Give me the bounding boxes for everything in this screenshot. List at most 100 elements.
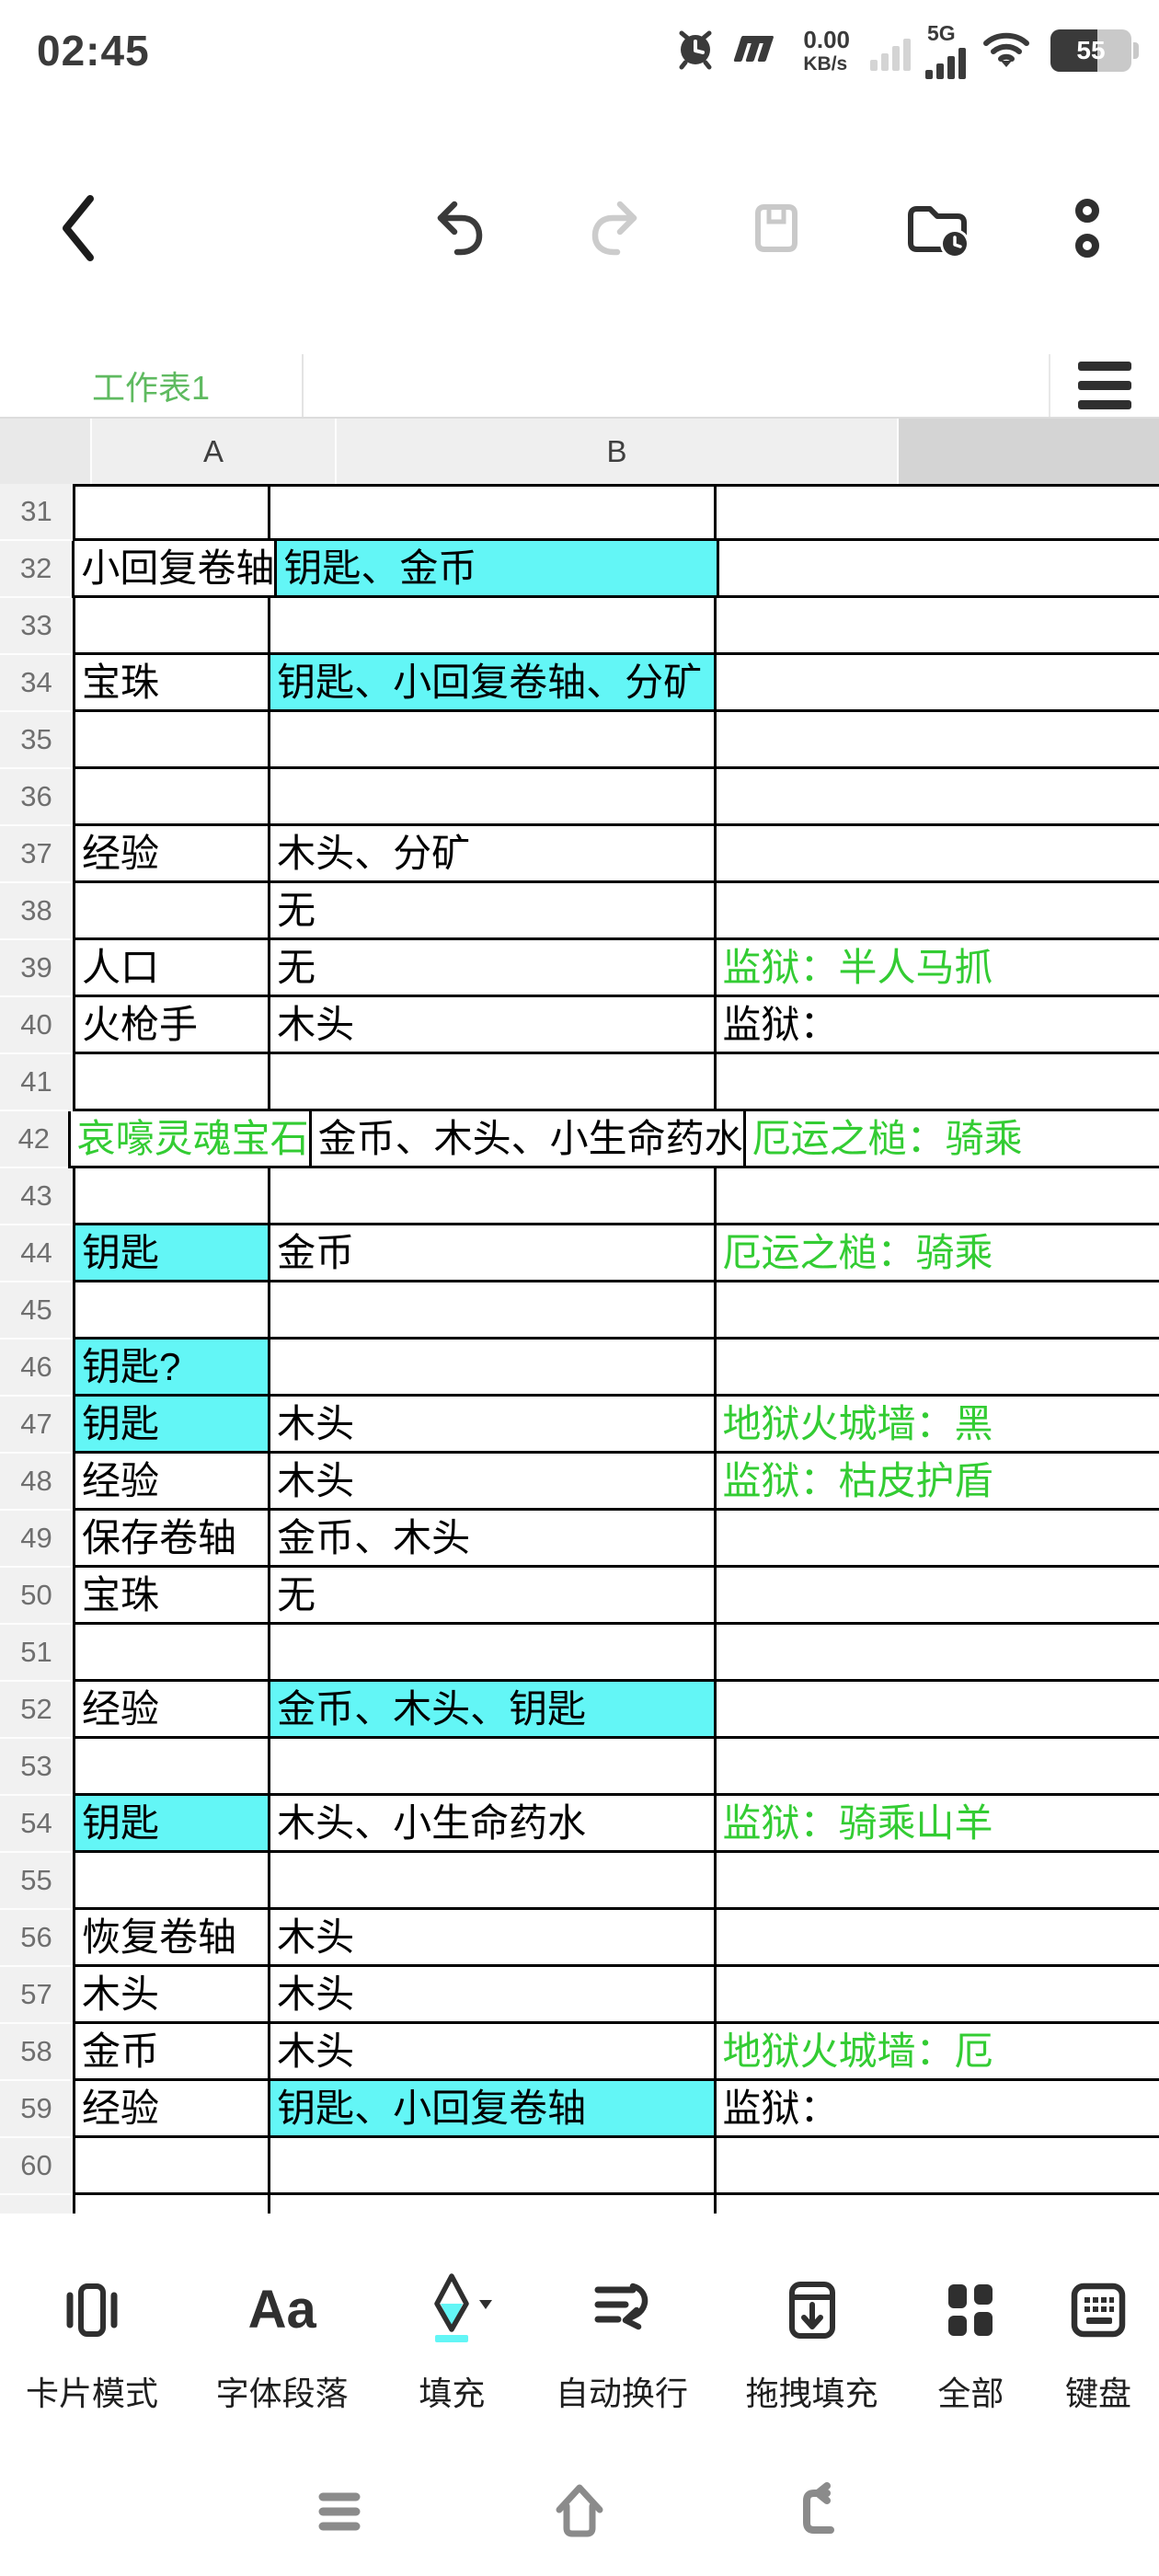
cell-c41[interactable] — [713, 1054, 1159, 1111]
cell-b59[interactable]: 钥匙、小回复卷轴 — [268, 2081, 714, 2138]
recent-files-icon[interactable] — [905, 199, 971, 258]
column-header-c[interactable] — [899, 419, 1159, 484]
cell-a51[interactable] — [72, 1625, 269, 1682]
word-wrap-button[interactable]: 自动换行 — [556, 2266, 688, 2415]
cell-b34[interactable]: 钥匙、小回复卷轴、分矿 — [268, 655, 714, 712]
cell-b52[interactable]: 金币、木头、钥匙 — [268, 1682, 714, 1739]
cell-a39[interactable]: 人口 — [72, 940, 269, 997]
cell-c31[interactable] — [713, 484, 1159, 541]
row-number[interactable]: 48 — [0, 1454, 73, 1511]
cell-c43[interactable] — [713, 1168, 1159, 1225]
row-number[interactable]: 31 — [0, 484, 73, 541]
more-icon[interactable] — [1071, 195, 1104, 261]
cell-b31[interactable] — [268, 484, 714, 541]
row-number[interactable]: 39 — [0, 940, 73, 997]
back-icon[interactable] — [55, 191, 101, 265]
cell-c42[interactable]: 厄运之槌：骑乘 — [742, 1111, 1159, 1168]
cell-b40[interactable]: 木头 — [268, 997, 714, 1054]
cell-a48[interactable]: 经验 — [72, 1454, 269, 1511]
font-paragraph-button[interactable]: Aa 字体段落 — [216, 2266, 349, 2415]
cell-b36[interactable] — [268, 769, 714, 826]
row-number[interactable]: 42 — [0, 1111, 68, 1168]
cell-a34[interactable]: 宝珠 — [72, 655, 269, 712]
row-number[interactable]: 47 — [0, 1397, 73, 1454]
cell-c52[interactable] — [713, 1682, 1159, 1739]
cell-c32[interactable] — [717, 541, 1159, 598]
cell-c59[interactable]: 监狱： — [713, 2081, 1159, 2138]
row-number[interactable]: 54 — [0, 1796, 73, 1853]
cell-a35[interactable] — [72, 712, 269, 769]
cell-b39[interactable]: 无 — [268, 940, 714, 997]
row-number[interactable]: 33 — [0, 598, 73, 655]
cell-b38[interactable]: 无 — [268, 883, 714, 940]
cell-c36[interactable] — [713, 769, 1159, 826]
cell-a41[interactable] — [72, 1054, 269, 1111]
row-number[interactable]: 53 — [0, 1739, 73, 1796]
cell-a42[interactable]: 哀嚎灵魂宝石 — [67, 1111, 309, 1168]
cell-a47[interactable]: 钥匙 — [72, 1397, 269, 1454]
cell-c53[interactable] — [713, 1739, 1159, 1796]
row-number[interactable]: 52 — [0, 1682, 73, 1739]
cell-a54[interactable]: 钥匙 — [72, 1796, 269, 1853]
cell-c34[interactable] — [713, 655, 1159, 712]
cell-a38[interactable] — [72, 883, 269, 940]
row-number[interactable]: 35 — [0, 712, 73, 769]
cell-b60[interactable] — [268, 2138, 714, 2195]
row-number[interactable]: 40 — [0, 997, 73, 1054]
row-number[interactable]: 49 — [0, 1511, 73, 1568]
cell-b35[interactable] — [268, 712, 714, 769]
cell-c55[interactable] — [713, 1853, 1159, 1910]
cell-a49[interactable]: 保存卷轴 — [72, 1511, 269, 1568]
cell-a52[interactable]: 经验 — [72, 1682, 269, 1739]
row-number[interactable]: 43 — [0, 1168, 73, 1225]
card-mode-button[interactable]: 卡片模式 — [26, 2266, 158, 2415]
cell-b58[interactable]: 木头 — [268, 2024, 714, 2081]
cell-b51[interactable] — [268, 1625, 714, 1682]
cell-b44[interactable]: 金币 — [268, 1225, 714, 1282]
row-number[interactable]: 45 — [0, 1282, 73, 1340]
cell-a31[interactable] — [72, 484, 269, 541]
cell-c37[interactable] — [713, 826, 1159, 883]
fill-button[interactable]: 填充 — [406, 2266, 498, 2415]
cell-a45[interactable] — [72, 1282, 269, 1340]
select-all-corner[interactable] — [0, 419, 92, 484]
cell-c47[interactable]: 地狱火城墙：黑 — [713, 1397, 1159, 1454]
cell-b42[interactable]: 金币、木头、小生命药水 — [308, 1111, 743, 1168]
cell-a36[interactable] — [72, 769, 269, 826]
cell-c49[interactable] — [713, 1511, 1159, 1568]
cell-c33[interactable] — [713, 598, 1159, 655]
row-number[interactable]: 59 — [0, 2081, 73, 2138]
menu-icon[interactable] — [310, 2482, 369, 2541]
cell-a33[interactable] — [72, 598, 269, 655]
cell-b56[interactable]: 木头 — [268, 1910, 714, 1967]
cell-c60[interactable] — [713, 2138, 1159, 2195]
sheet-menu-button[interactable] — [1049, 354, 1159, 417]
cell-b48[interactable]: 木头 — [268, 1454, 714, 1511]
cell-c45[interactable] — [713, 1282, 1159, 1340]
cell-b53[interactable] — [268, 1739, 714, 1796]
cell-a32[interactable]: 小回复卷轴 — [72, 541, 275, 598]
tab-sheet1[interactable]: 工作表1 — [0, 354, 304, 417]
cell-a46[interactable]: 钥匙? — [72, 1340, 269, 1397]
cell-a55[interactable] — [72, 1853, 269, 1910]
cell-c51[interactable] — [713, 1625, 1159, 1682]
cell-c44[interactable]: 厄运之槌：骑乘 — [713, 1225, 1159, 1282]
row-number[interactable]: 36 — [0, 769, 73, 826]
row-number[interactable]: 44 — [0, 1225, 73, 1282]
cell-c48[interactable]: 监狱：枯皮护盾 — [713, 1454, 1159, 1511]
home-icon[interactable] — [546, 2478, 613, 2545]
cell-b55[interactable] — [268, 1853, 714, 1910]
row-number[interactable]: 37 — [0, 826, 73, 883]
redo-icon[interactable] — [587, 198, 648, 259]
cell-c54[interactable]: 监狱：骑乘山羊 — [713, 1796, 1159, 1853]
cell-a58[interactable]: 金币 — [72, 2024, 269, 2081]
cell-c57[interactable] — [713, 1967, 1159, 2024]
back-nav-icon[interactable] — [790, 2482, 849, 2541]
cell-a44[interactable]: 钥匙 — [72, 1225, 269, 1282]
cell-a60[interactable] — [72, 2138, 269, 2195]
cell-b37[interactable]: 木头、分矿 — [268, 826, 714, 883]
cell-c38[interactable] — [713, 883, 1159, 940]
cell-a59[interactable]: 经验 — [72, 2081, 269, 2138]
row-number[interactable]: 60 — [0, 2138, 73, 2195]
cell-c35[interactable] — [713, 712, 1159, 769]
